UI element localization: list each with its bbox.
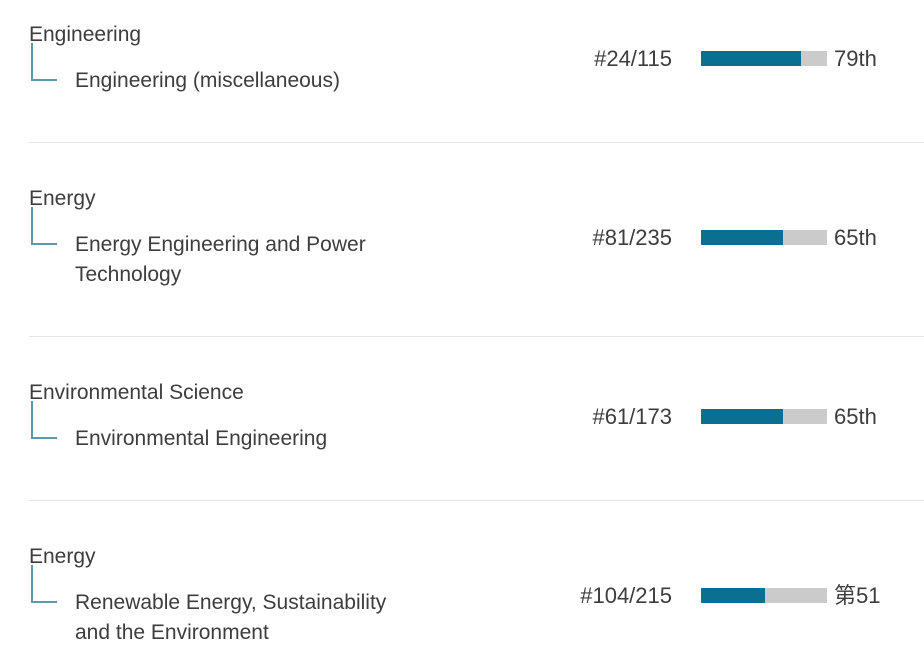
tree-branch-connector-icon — [31, 401, 57, 439]
percentile-bar — [701, 51, 827, 66]
rank-metrics: #61/173 65th — [550, 403, 890, 430]
subject-area-block: Environmental Science Environmental Engi… — [29, 379, 550, 454]
rank-row: Environmental Science Environmental Engi… — [29, 336, 924, 500]
rank-row: Engineering Engineering (miscellaneous) … — [29, 0, 924, 142]
percentile-bar — [701, 588, 827, 603]
rank-metrics: #104/215 第51 — [550, 582, 890, 609]
tree-branch-connector-icon — [31, 565, 57, 603]
rank-value: #81/235 — [592, 225, 672, 250]
subject-area-block: Energy Energy Engineering and Power Tech… — [29, 185, 550, 290]
subject-area-label: Energy — [29, 187, 96, 210]
rank-row: Energy Energy Engineering and Power Tech… — [29, 142, 924, 336]
rank-metrics: #24/115 79th — [550, 45, 890, 72]
subcategory-block: Energy Engineering and Power Technology — [29, 207, 429, 290]
subcategory-label: Energy Engineering and Power Technology — [75, 233, 366, 286]
subject-area-block: Energy Renewable Energy, Sustainability … — [29, 543, 550, 648]
percentile-value: 65th — [834, 225, 877, 250]
subcategory-block: Renewable Energy, Sustainability and the… — [29, 565, 429, 648]
subcategory-label: Engineering (miscellaneous) — [75, 69, 340, 92]
percentile-bar-fill — [701, 588, 766, 603]
rank-row: Energy Renewable Energy, Sustainability … — [29, 500, 924, 665]
subject-area-label: Environmental Science — [29, 381, 244, 404]
subcategory-label: Renewable Energy, Sustainability and the… — [75, 591, 387, 644]
percentile-value: 第51 — [834, 583, 881, 608]
rank-value: #104/215 — [580, 583, 672, 608]
subject-area-label: Engineering — [29, 23, 142, 46]
rank-metrics: #81/235 65th — [550, 224, 890, 251]
percentile-bar-fill — [701, 409, 783, 424]
rank-value: #24/115 — [594, 46, 672, 71]
tree-branch-connector-icon — [31, 43, 57, 81]
subject-area-block: Engineering Engineering (miscellaneous) — [29, 21, 550, 96]
percentile-bar — [701, 409, 827, 424]
subcategory-block: Environmental Engineering — [29, 401, 429, 454]
percentile-bar-fill — [701, 230, 783, 245]
subject-area-label: Energy — [29, 545, 96, 568]
percentile-bar-fill — [701, 51, 801, 66]
percentile-value: 79th — [834, 46, 877, 71]
subcategory-block: Engineering (miscellaneous) — [29, 43, 429, 96]
rank-value: #61/173 — [592, 404, 672, 429]
percentile-value: 65th — [834, 404, 877, 429]
tree-branch-connector-icon — [31, 207, 57, 245]
subcategory-label: Environmental Engineering — [75, 427, 328, 450]
percentile-bar — [701, 230, 827, 245]
